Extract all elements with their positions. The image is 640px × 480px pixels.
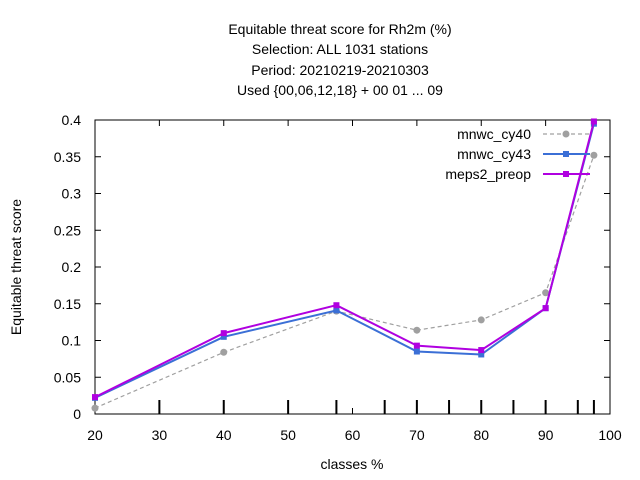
data-point [220,348,228,356]
series-line [94,123,595,399]
x-tick-label: 80 [473,427,489,443]
legend-marker [563,171,569,177]
y-tick-label: 0.15 [54,296,81,312]
y-tick-label: 0.1 [62,333,82,349]
legend-label: meps2_preop [445,166,531,182]
title-line: Selection: ALL 1031 stations [252,41,428,57]
data-point [478,347,485,354]
data-point [413,348,420,355]
x-tick-label: 50 [280,427,296,443]
x-axis: 20 30 40 50 60 70 80 90 100 [87,120,622,443]
y-axis-label: Equitable threat score [8,199,24,335]
legend-marker [563,151,569,157]
x-tick-label: 90 [538,427,554,443]
y-tick-label: 0.4 [62,112,82,128]
data-point [413,326,421,334]
x-minor-ticks [158,400,595,414]
series-meps2_preop [92,118,597,401]
data-point [590,118,597,125]
data-point [478,351,485,358]
data-point [333,307,340,314]
data-point [542,289,550,297]
series-mnwc_cy40 [91,151,598,412]
series-mnwc_cy43 [92,120,597,401]
x-tick-label: 100 [598,427,622,443]
data-point [477,316,485,324]
x-tick-label: 20 [87,427,103,443]
legend-label: mnwc_cy40 [457,126,531,142]
chart-title: Equitable threat score for Rh2m (%) Sele… [228,21,451,98]
series-line [94,121,595,398]
data-point [220,333,227,340]
x-tick-label: 70 [409,427,425,443]
plot-area-border [94,119,611,415]
data-point [92,394,98,401]
x-axis-label: classes % [320,456,383,472]
x-tick-label: 30 [152,427,168,443]
legend-marker [562,130,570,138]
y-tick-label: 0.2 [62,259,82,275]
title-line: Used {00,06,12,18} + 00 01 ... 09 [237,82,443,98]
data-point [542,305,549,312]
y-tick-label: 0.3 [62,186,82,202]
y-tick-label: 0.05 [54,369,81,385]
data-point [590,151,598,159]
series-layer [91,118,598,412]
legend: mnwc_cy40 mnwc_cy43 meps2_preop [445,126,590,182]
x-tick-label: 60 [345,427,361,443]
y-tick-label: 0.35 [54,149,81,165]
y-tick-label: 0.25 [54,222,81,238]
title-line: Period: 20210219-20210303 [251,62,429,78]
y-tick-label: 0 [73,406,81,422]
data-point [413,342,420,349]
data-point [220,330,227,337]
series-line [94,155,595,409]
data-point [91,404,99,412]
data-point [333,302,340,309]
title-line: Equitable threat score for Rh2m (%) [228,21,451,37]
legend-label: mnwc_cy43 [457,146,531,162]
y-axis: 0 0.05 0.1 0.15 0.2 0.25 0.3 0.35 0.4 [54,112,610,422]
x-tick-label: 40 [216,427,232,443]
